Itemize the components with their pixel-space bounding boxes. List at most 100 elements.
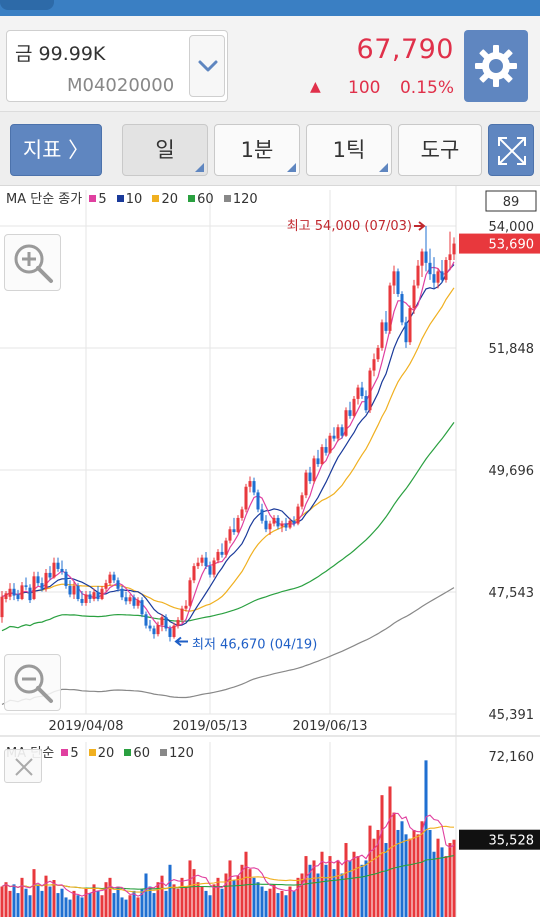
candle [220,551,224,555]
volume-bar [420,821,424,917]
top-tab-handle[interactable] [0,0,54,10]
volume-bar [36,884,40,917]
legend-item-ma5: 5 [89,192,109,207]
candle [136,600,140,606]
price-tick-label: 45,391 [489,708,535,723]
volume-bar [368,825,372,917]
candle [148,625,152,629]
volume-bar [16,893,20,917]
price-tick-label: 51,848 [489,342,535,357]
volume-bar [320,851,324,917]
volume-bar [364,860,368,917]
candle [416,265,420,286]
tab-1tick[interactable]: 1틱 [306,124,392,176]
candle [404,322,408,343]
volume-tick-label: 72,160 [489,750,535,765]
candle [244,486,248,510]
tab-1min[interactable]: 1분 [214,124,300,176]
vma5-line [1,812,455,897]
indicator-button[interactable]: 지표 〉 [10,124,102,176]
volume-close-button[interactable] [4,749,42,783]
tools-button[interactable]: 도구 [398,124,482,176]
candle [344,410,348,436]
symbol-dropdown-button[interactable] [189,35,225,97]
volume-bar [76,895,80,917]
price-change: 100 [348,78,381,98]
candle [316,458,320,465]
zoom-out-button[interactable] [4,654,61,711]
volume-bar [332,869,336,917]
volume-bar [168,864,172,917]
candle [32,576,36,599]
volume-bar [404,834,408,917]
volume-bar [304,856,308,917]
volume-bar [176,888,180,917]
volume-bar [228,860,232,917]
close-icon [15,758,33,776]
candle [40,583,44,589]
expand-icon [498,137,526,165]
symbol-selector[interactable]: 금 99.99K M04020000 [6,30,228,102]
candle [100,588,104,599]
volume-bar [356,856,360,917]
corner-triangle-icon [287,163,296,172]
candle [228,529,232,541]
volume-bar [372,838,376,917]
candle [440,271,444,280]
candle [348,410,352,416]
current-volume-tag [459,829,540,850]
candle [284,523,288,528]
candle [24,585,28,587]
candle [368,370,372,411]
tab-day[interactable]: 일 [122,124,208,176]
legend-item-ma10: 10 [116,192,146,207]
volume-bar [48,886,52,917]
volume-bar [116,886,120,917]
candle [324,447,328,453]
high-annotation: 최고 54,000 (07/03) [287,219,412,234]
volume-bar [392,812,396,917]
price-change-percent: 0.15% [399,78,454,98]
volume-bar [428,829,432,917]
price-volume-chart[interactable]: 최고 54,000 (07/03) 최저 46,670 (04/19) 54,000… [0,186,540,917]
volume-bar [288,886,292,917]
volume-bar [112,893,116,917]
candle [132,597,136,606]
window-top-strip [0,0,540,16]
zoom-in-button[interactable] [4,234,61,291]
volume-bar [352,851,356,917]
candle [76,585,80,599]
candle [64,571,68,586]
candle [388,285,392,331]
candle [240,509,244,518]
candle [356,387,360,399]
volume-bar [400,821,404,917]
candle [236,517,240,533]
candle [184,605,188,609]
volume-bar [248,869,252,917]
expand-button[interactable] [488,124,534,176]
tools-label: 도구 [420,138,460,162]
candle [160,617,164,626]
candle [308,472,312,482]
volume-bar [96,890,100,917]
candle [120,588,124,598]
candle [128,597,132,602]
ma60-line [1,422,455,632]
volume-bar [272,884,276,917]
candle [164,617,168,629]
legend-label: 60 [197,192,214,207]
chart-toolbar: 지표 〉 일 1분 1틱 도구 [0,112,540,186]
volume-bar [324,864,328,917]
candle [264,520,268,530]
chart-area[interactable]: 최고 54,000 (07/03) 최저 46,670 (04/19) 54,000… [0,186,540,917]
volume-bar [148,886,152,917]
volume-bar [452,839,456,917]
candle [296,506,300,524]
settings-button[interactable] [464,30,528,102]
volume-bar [8,890,12,917]
ma20-line [1,287,455,612]
candle [204,557,208,567]
candle [380,322,384,348]
volume-bar [252,877,256,917]
